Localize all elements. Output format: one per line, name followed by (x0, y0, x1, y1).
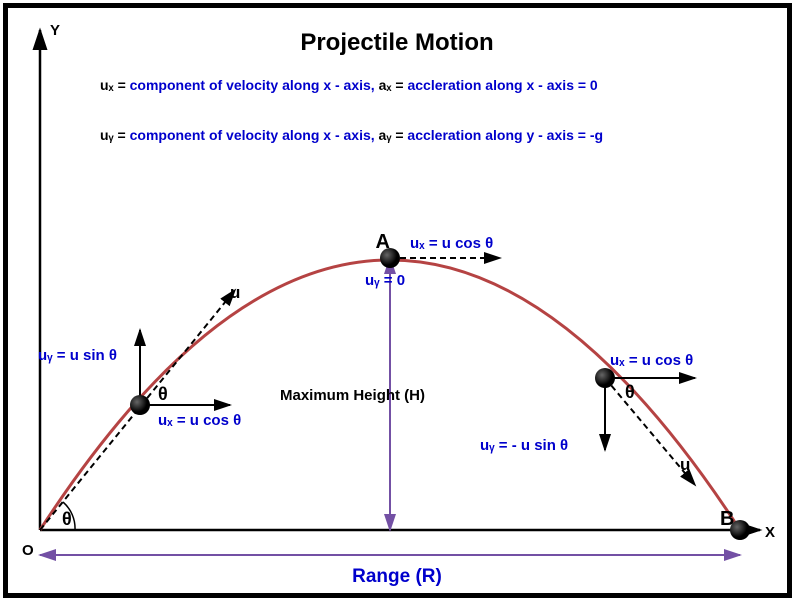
max-height-label: Maximum Height (H) (280, 387, 425, 404)
diagram-frame: Projectile Motion uₓ = component of velo… (0, 0, 795, 601)
theta-origin: θ (62, 509, 72, 529)
def-line-1: uₓ = component of velocity along x - axi… (100, 77, 598, 93)
uy-descent-label: uᵧ = - u sin θ (480, 437, 568, 454)
uy-launch-label: uᵧ = u sin θ (38, 347, 117, 364)
u-label-launch: u (230, 283, 240, 302)
title-text: Projectile Motion (300, 29, 493, 56)
landing-label: B (720, 508, 734, 530)
range-label: Range (R) (352, 566, 442, 587)
x-axis-label: X (765, 524, 775, 541)
uy-apex-label: uᵧ = 0 (365, 272, 405, 289)
apex-label: A (376, 231, 390, 253)
u-label-descent: u (680, 455, 690, 474)
def-line-2: uᵧ = component of velocity along x - axi… (100, 127, 603, 143)
ux-launch-label: uₓ = u cos θ (158, 412, 241, 429)
ux-descent-label: uₓ = u cos θ (610, 352, 693, 369)
y-axis-label: Y (50, 22, 60, 39)
launch-point (130, 395, 150, 415)
ux-apex-label: uₓ = u cos θ (410, 235, 493, 252)
theta-descent: θ (625, 382, 635, 402)
diagram-svg: Projectile Motion uₓ = component of velo… (0, 0, 795, 601)
theta-launch: θ (158, 384, 168, 404)
origin-label: O (22, 542, 34, 559)
descent-point (595, 368, 615, 388)
